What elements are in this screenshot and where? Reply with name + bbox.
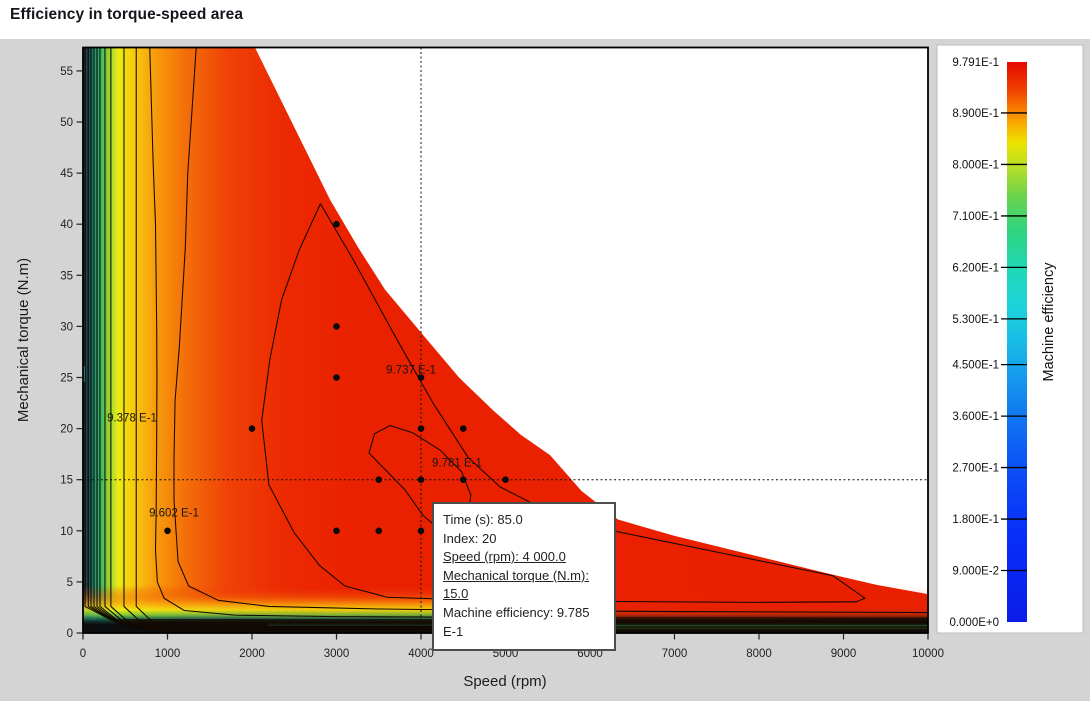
colorbar-tick-label: 1.800E-1 (952, 514, 999, 526)
colorbar-tick-label: 7.100E-1 (952, 211, 999, 223)
data-point[interactable] (333, 374, 340, 381)
y-axis: 0 5 10 15 20 25 30 35 40 45 50 55 (60, 66, 83, 640)
colorbar-tick-label: 4.500E-1 (952, 360, 999, 372)
data-point[interactable] (417, 425, 425, 432)
contour-label: 9.781 E-1 (432, 457, 482, 469)
y-tick-label: 40 (60, 219, 73, 231)
colorbar-ticks: 9.791E-1 8.900E-1 8.000E-1 7.100E-1 6.200E-1… (949, 57, 1027, 629)
x-tick-label: 8000 (746, 648, 772, 660)
operating-points (164, 220, 509, 535)
data-point[interactable] (333, 220, 340, 228)
x-tick-label: 2000 (239, 648, 265, 660)
x-tick-label: 4000 (408, 648, 434, 660)
tooltip-efficiency: Machine efficiency: 9.785 E-1 (443, 604, 590, 639)
x-tick-label: 9000 (831, 648, 857, 660)
cyan-tick-mark (83, 366, 86, 382)
contour-label: 9.737 E-1 (386, 364, 436, 376)
colorbar-tick-label: 9.791E-1 (952, 57, 999, 69)
data-point[interactable] (164, 527, 171, 535)
x-tick-label: 10000 (912, 648, 944, 660)
contour-line (149, 47, 928, 619)
data-point[interactable] (459, 425, 467, 432)
y-tick-label: 45 (60, 168, 73, 180)
data-point[interactable] (502, 476, 509, 484)
data-point[interactable] (333, 527, 340, 535)
x-axis-title: Speed (rpm) (463, 673, 546, 690)
y-tick-label: 30 (60, 321, 73, 333)
colorbar-tick-label: 9.000E-2 (952, 566, 999, 578)
data-point[interactable] (417, 374, 425, 381)
x-tick-label: 7000 (662, 648, 688, 660)
y-tick-label: 25 (60, 373, 73, 385)
data-point[interactable] (459, 476, 467, 484)
colorbar-tick-label: 6.200E-1 (952, 262, 999, 274)
x-tick-label: 3000 (324, 648, 350, 660)
colorbar-tick-label: 5.300E-1 (952, 314, 999, 326)
x-tick-label: 0 (80, 648, 86, 660)
colorbar: 9.791E-1 8.900E-1 8.000E-1 7.100E-1 6.200E-1… (936, 44, 1084, 634)
x-tick-label: 1000 (155, 648, 181, 660)
contour-label: 9.378 E-1 (107, 412, 157, 424)
colorbar-tick-label: 2.700E-1 (952, 463, 999, 475)
y-tick-label: 10 (60, 526, 73, 538)
contour-level-labels: 9.378 E-1 9.602 E-1 9.737 E-1 9.781 E-1 (107, 364, 482, 519)
y-tick-label: 0 (67, 628, 73, 640)
data-point[interactable] (375, 476, 383, 484)
data-point[interactable] (375, 527, 383, 535)
point-tooltip: Time (s): 85.0 Index: 20 Speed (rpm): 4 … (432, 502, 616, 652)
tooltip-speed: Speed (rpm): 4 000.0 (443, 549, 566, 565)
data-point[interactable] (417, 476, 425, 484)
contour-label: 9.602 E-1 (149, 507, 199, 519)
contour-line (261, 203, 866, 603)
colorbar-gradient (1007, 62, 1027, 622)
colorbar-tick-label: 3.600E-1 (952, 411, 999, 423)
efficiency-filled-region (83, 47, 928, 633)
colorbar-tick-label: 8.000E-1 (952, 159, 999, 171)
data-point[interactable] (248, 425, 256, 432)
y-tick-label: 35 (60, 270, 73, 282)
colorbar-tick-label: 8.900E-1 (952, 108, 999, 120)
y-tick-label: 55 (60, 66, 73, 78)
data-point[interactable] (417, 527, 425, 535)
crosshair-lines (83, 47, 928, 633)
y-axis-title: Mechanical torque (N.m) (15, 258, 32, 422)
data-point[interactable] (333, 323, 340, 330)
y-tick-label: 15 (60, 475, 73, 487)
tooltip-time: Time (s): 85.0 (443, 512, 523, 527)
colorbar-title: Machine efficiency (1041, 262, 1057, 382)
colorbar-tick-label: 0.000E+0 (949, 617, 999, 629)
y-tick-label: 5 (67, 577, 73, 589)
page-title: Efficiency in torque-speed area (10, 6, 244, 23)
tooltip-torque: Mechanical torque (N.m): 15.0 (443, 567, 589, 602)
y-tick-label: 50 (60, 117, 73, 129)
tooltip-index: Index: 20 (443, 530, 497, 546)
y-tick-label: 20 (60, 424, 73, 436)
